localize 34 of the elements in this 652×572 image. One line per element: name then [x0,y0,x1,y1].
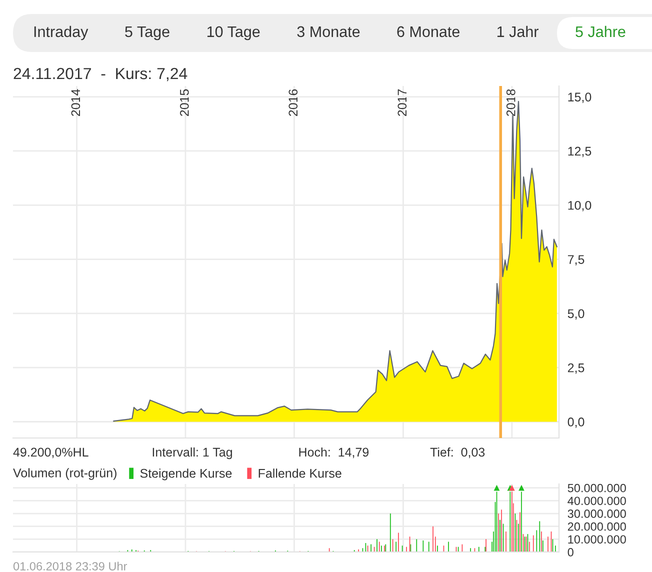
y-tick-label: 2,5 [568,363,584,374]
text: Tief: 0,03 [430,447,485,458]
y-tick-label: 10.000.000 [568,535,626,544]
y-tick-label: 0,0 [568,418,584,428]
text: 10 Tage [207,26,260,40]
legend-title: Volumen (rot-grün) [13,468,116,480]
x-tick-label: 2015 [180,89,189,116]
text: 3 Monate [297,26,360,38]
y-tick-label: 50.000.000 [568,484,626,492]
y-tick-label: 20.000.000 [568,522,626,531]
x-tick-label: 2014 [71,89,80,116]
text: 01.06.2018 23:39 Uhr [13,562,128,570]
text: Hoch: 14,79 [299,447,369,458]
x-tick-label: 2016 [288,89,298,116]
text: 5 Jahre [576,26,626,38]
text: Intervall: 1 Tag [152,447,232,460]
legend-label: Fallende Kurse [258,468,342,478]
x-tick-label: 2018 [506,89,516,116]
chart-title: 24.11.2017 - Kurs: 7,24 [14,68,188,82]
y-tick-label: 12,5 [568,146,592,158]
y-tick-label: 40.000.000 [568,496,626,506]
legend-label: Steigende Kurse [140,468,232,480]
text: 5 Tage [125,26,170,40]
text: 6 Monate [397,26,460,38]
y-tick-label: 15,0 [568,92,592,103]
y-tick-label: 0 [568,548,574,556]
text: 49.200,0%HL [13,448,88,458]
text: 1 Jahr [497,26,538,38]
y-tick-label: 7,5 [568,255,584,266]
x-tick-label: 2017 [398,89,407,116]
text: Intraday [34,26,88,40]
y-tick-label: 30.000.000 [568,510,626,518]
y-tick-label: 5,0 [568,309,584,320]
y-tick-label: 10,0 [568,200,592,212]
